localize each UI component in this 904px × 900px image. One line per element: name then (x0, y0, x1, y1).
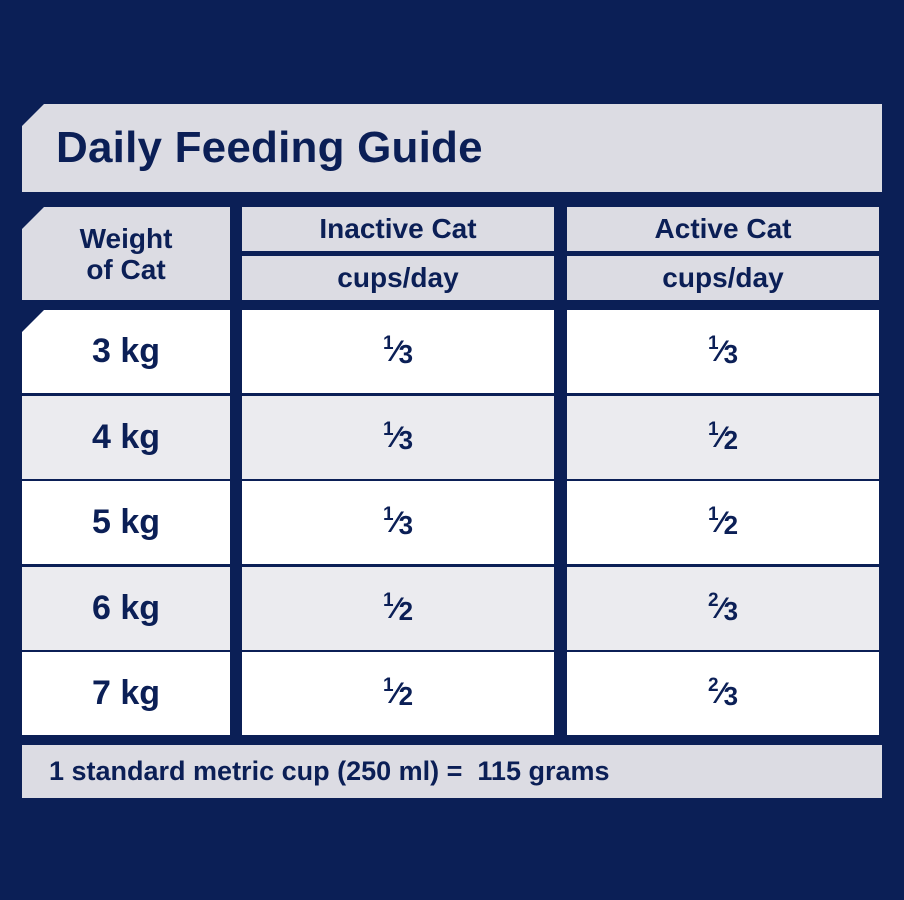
header-inactive-unit: cups/day (242, 256, 554, 300)
active-cups-cell: 2⁄3 (567, 567, 879, 650)
active-cups-cell: 2⁄3 (567, 652, 879, 735)
inactive-cups-cell: 1⁄3 (242, 481, 554, 564)
footer-band: 1 standard metric cup (250 ml) = 115 gra… (22, 745, 882, 798)
weight-cell: 5 kg (22, 481, 230, 564)
title-band: Daily Feeding Guide (22, 104, 882, 192)
header-active-unit: cups/day (567, 256, 879, 300)
header-inactive-cat: Inactive Cat (242, 207, 554, 251)
header-active-cat: Active Cat (567, 207, 879, 251)
inactive-cups-cell: 1⁄3 (242, 310, 554, 393)
active-cups-cell: 1⁄3 (567, 310, 879, 393)
header-weight-line1: Weight (79, 222, 173, 254)
weight-cell: 3 kg (22, 310, 230, 393)
header-weight-line2: of Cat (86, 253, 166, 285)
weight-cell: 6 kg (22, 567, 230, 650)
active-cups-cell: 1⁄2 (567, 481, 879, 564)
active-cups-cell: 1⁄2 (567, 396, 879, 479)
cup-conversion-note: 1 standard metric cup (250 ml) = 115 gra… (49, 756, 610, 786)
inactive-cups-cell: 1⁄2 (242, 567, 554, 650)
weight-cell: 7 kg (22, 652, 230, 735)
inactive-cups-cell: 1⁄3 (242, 396, 554, 479)
page-title: Daily Feeding Guide (56, 123, 483, 172)
header-weight-of-cat: Weight of Cat (22, 207, 230, 300)
inactive-cups-cell: 1⁄2 (242, 652, 554, 735)
weight-cell: 4 kg (22, 396, 230, 479)
